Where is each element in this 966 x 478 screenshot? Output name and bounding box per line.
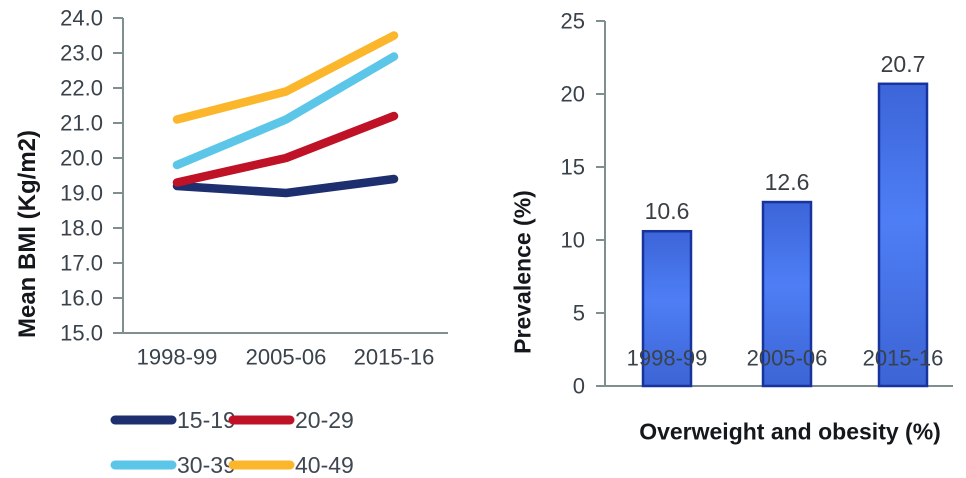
y-tick-label: 10 (561, 228, 585, 253)
y-tick-label: 23.0 (60, 41, 103, 66)
legend-label-15-19: 15-19 (177, 407, 236, 433)
y-tick-label: 0 (573, 374, 585, 399)
y-tick-label: 5 (573, 301, 585, 326)
y-tick-label: 18.0 (60, 216, 103, 241)
y-tick-label: 15.0 (60, 321, 103, 346)
bar-value-label: 10.6 (645, 198, 690, 224)
y-tick-label: 20.0 (60, 146, 103, 171)
y-tick-label: 16.0 (60, 286, 103, 311)
x-category-label: 2015-16 (354, 345, 435, 370)
x-category-label: 1998-99 (137, 345, 218, 370)
y-tick-label: 20 (561, 82, 585, 107)
bmi-line-chart: 15.0 16.0 17.0 18.0 19.0 20.0 21.0 22.0 23.0 24.0… (60, 6, 448, 478)
y-tick-label: 15 (561, 155, 585, 180)
x-category-label: 2005-06 (747, 346, 828, 371)
series-line-20-29 (172, 111, 399, 187)
legend-label-20-29: 20-29 (295, 407, 354, 433)
y-tick-label: 19.0 (60, 181, 103, 206)
x-category-label: 1998-99 (627, 346, 708, 371)
prevalence-bar-chart: 0 5 10 15 20 25 10.6 1998-99 12.6 2005-06 20.7 2015… (561, 9, 953, 399)
series-line-15-19 (172, 174, 399, 198)
legend-label-30-39: 30-39 (177, 452, 236, 478)
line-chart-y-axis-title: Mean BMI (Kg/m2) (14, 129, 41, 339)
bar-value-label: 20.7 (881, 51, 926, 77)
bar-2005-06 (761, 200, 813, 388)
y-tick-label: 17.0 (60, 251, 103, 276)
bar-chart-y-axis-title: Prevalence (%) (509, 190, 536, 354)
y-tick-label: 25 (561, 9, 585, 34)
bar-chart-x-axis-title: Overweight and obesity (%) (639, 418, 941, 445)
x-category-label: 2015-16 (863, 346, 944, 371)
series-line-30-39 (172, 52, 399, 170)
y-tick-label: 24.0 (60, 6, 103, 31)
legend-label-40-49: 40-49 (295, 452, 354, 478)
bar-2015-16 (877, 82, 929, 388)
y-tick-label: 22.0 (60, 76, 103, 101)
series-line-40-49 (172, 31, 399, 124)
bar-value-label: 12.6 (765, 169, 810, 195)
bar-1998-99 (641, 229, 693, 388)
x-category-label: 2005-06 (246, 345, 327, 370)
y-tick-label: 21.0 (60, 111, 103, 136)
